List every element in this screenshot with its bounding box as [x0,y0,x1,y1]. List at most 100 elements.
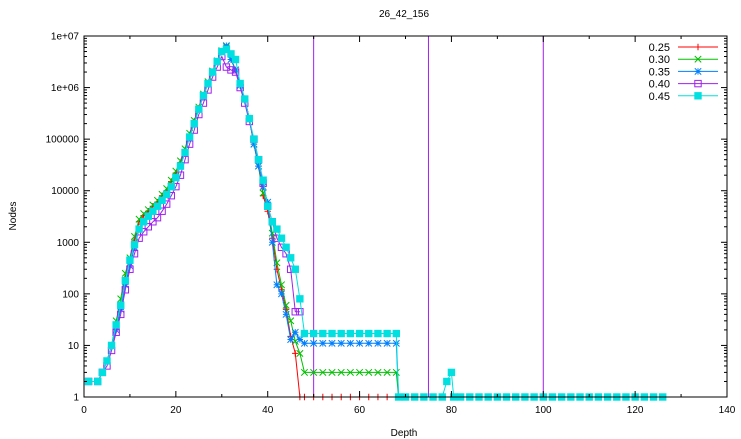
data-point [107,341,116,350]
data-point [268,218,277,226]
data-point [185,140,194,148]
x-axis-label: Depth [391,428,418,439]
data-point [319,339,327,347]
data-point [273,281,281,289]
x-tick-label: 120 [627,405,644,416]
data-point [195,105,203,113]
data-point [98,368,107,377]
legend-item-0.30: 0.30 [649,54,718,66]
data-point [447,368,456,377]
data-point [199,91,208,100]
data-point [153,202,162,210]
x-tick-label: 20 [170,405,182,416]
data-point [112,328,120,336]
data-point [310,368,318,376]
legend-label: 0.25 [649,42,670,54]
data-point [227,66,235,74]
data-point [328,339,336,347]
data-point [296,335,304,344]
legend-marker [694,79,702,88]
data-point [181,148,189,157]
data-point [300,329,309,338]
data-point [296,295,304,303]
data-point [356,368,364,376]
data-point [236,79,244,88]
x-tick-label: 40 [262,405,274,416]
data-point [264,202,272,210]
data-point [296,308,304,316]
data-point [213,57,221,66]
data-point [356,339,364,347]
data-point [365,329,373,338]
legend: 0.250.300.350.400.45 [649,42,718,103]
data-point [365,339,373,347]
x-tick-label: 60 [354,405,366,416]
series-line-0.40 [88,55,300,382]
data-point [153,213,162,222]
plot-frame [83,35,728,398]
series-line-0.45 [88,48,663,398]
data-point [374,368,382,376]
legend-label: 0.35 [649,66,670,78]
data-point [250,140,258,148]
legend-marker [694,67,702,75]
legend-item-0.45: 0.45 [649,91,718,103]
data-point [199,99,208,107]
data-point [121,276,130,285]
data-point [227,50,235,58]
data-point [112,326,120,334]
data-point [365,368,373,376]
y-tick-label: 100 [62,289,79,300]
data-point [162,190,171,199]
data-point [383,368,391,376]
data-point [112,321,120,329]
series-0.45 [84,45,667,401]
data-point [328,329,336,338]
data-point [176,162,185,170]
data-point [374,339,382,347]
x-tick-label: 0 [81,405,87,416]
data-point [181,155,189,164]
data-point [328,368,336,376]
data-point [337,368,345,376]
x-tick-label: 140 [719,405,736,416]
data-point [149,207,157,215]
legend-item-0.25: 0.25 [649,42,718,54]
data-point [121,281,129,289]
data-point [185,133,194,141]
data-point [94,377,102,386]
data-point [277,234,286,242]
data-point [158,196,166,205]
legend-marker [694,55,702,63]
y-tick-label: 1 [73,393,79,404]
y-tick-label: 100000 [46,135,80,146]
x-tick-label: 80 [446,405,458,416]
legend-item-0.40: 0.40 [649,79,718,91]
data-point [241,95,249,103]
data-point [172,173,180,182]
data-point [135,225,143,233]
y-tick-label: 10 [68,341,80,352]
data-point [392,368,400,376]
data-point [250,135,258,143]
data-point [355,329,364,338]
data-point [346,339,354,347]
y-tick-label: 1e+06 [51,83,80,94]
data-point [117,301,125,309]
data-point [254,155,263,164]
data-point [208,68,217,76]
plot-area [84,36,667,401]
data-point [231,55,240,64]
data-point [319,329,327,338]
y-tick-label: 1000 [57,238,80,249]
data-point [245,114,254,123]
data-point [103,357,111,365]
y-axis-label: Nodes [8,202,19,231]
legend-label: 0.45 [649,91,670,103]
data-point [319,368,327,376]
data-point [84,377,93,386]
data-point [190,119,198,128]
data-point [204,79,212,88]
data-point [291,265,299,273]
